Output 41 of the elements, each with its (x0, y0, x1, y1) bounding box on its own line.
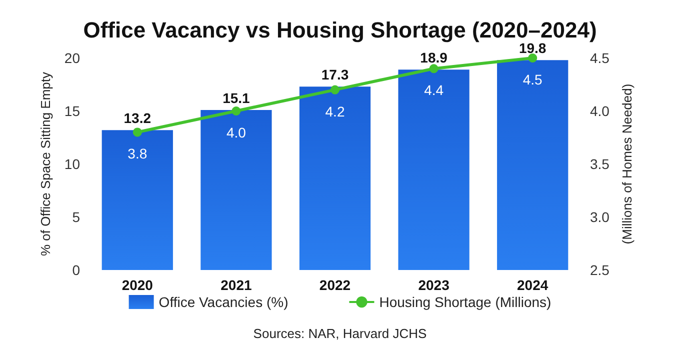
y2-tick-label: 3.0 (590, 209, 610, 225)
data-label: 18.9 (420, 50, 448, 66)
data-label: 3.8 (128, 146, 148, 162)
data-label: 13.2 (124, 110, 152, 126)
point (132, 128, 142, 137)
chart-title: Office Vacancy vs Housing Shortage (2020–2024) (83, 18, 597, 42)
x-tick-label: 2024 (517, 277, 548, 293)
y-tick-label: 15 (64, 103, 80, 119)
source-note: Sources: NAR, Harvard JCHS (253, 326, 428, 341)
y2-tick-label: 2.5 (590, 262, 610, 278)
y2-tick-label: 3.5 (590, 156, 610, 172)
bar (200, 110, 272, 270)
point (528, 54, 538, 62)
y-axis-title: % of Office Space Sitting Empty (38, 71, 53, 256)
point (232, 106, 241, 116)
data-label: 4.0 (226, 124, 246, 140)
y-tick-label: 20 (64, 50, 80, 66)
bar (102, 130, 173, 270)
y2-tick-label: 4.5 (590, 50, 610, 66)
x-tick-label: 2021 (220, 277, 252, 293)
legend-label: Housing Shortage (Millions) (379, 294, 552, 310)
y-tick-label: 10 (64, 156, 80, 172)
data-label: 4.5 (522, 72, 543, 88)
y2-axis-title: (Millions of Homes Needed) (619, 84, 634, 244)
bar (398, 70, 470, 270)
y-tick-label: 5 (72, 209, 80, 225)
bar (497, 60, 568, 270)
x-tick-label: 2022 (319, 277, 351, 293)
y-tick-label: 0 (72, 262, 80, 278)
bar (299, 86, 371, 270)
x-tick-label: 2020 (122, 277, 154, 293)
point (330, 85, 340, 94)
x-tick-label: 2023 (418, 277, 450, 293)
data-label: 4.2 (325, 103, 345, 120)
y2-tick-label: 4.0 (590, 103, 610, 119)
data-label: 19.8 (518, 40, 546, 56)
point (429, 64, 438, 74)
data-label: 17.3 (321, 66, 349, 83)
legend-label: Office Vacancies (%) (158, 294, 288, 310)
data-label: 15.1 (222, 90, 250, 106)
data-label: 4.4 (424, 82, 444, 98)
